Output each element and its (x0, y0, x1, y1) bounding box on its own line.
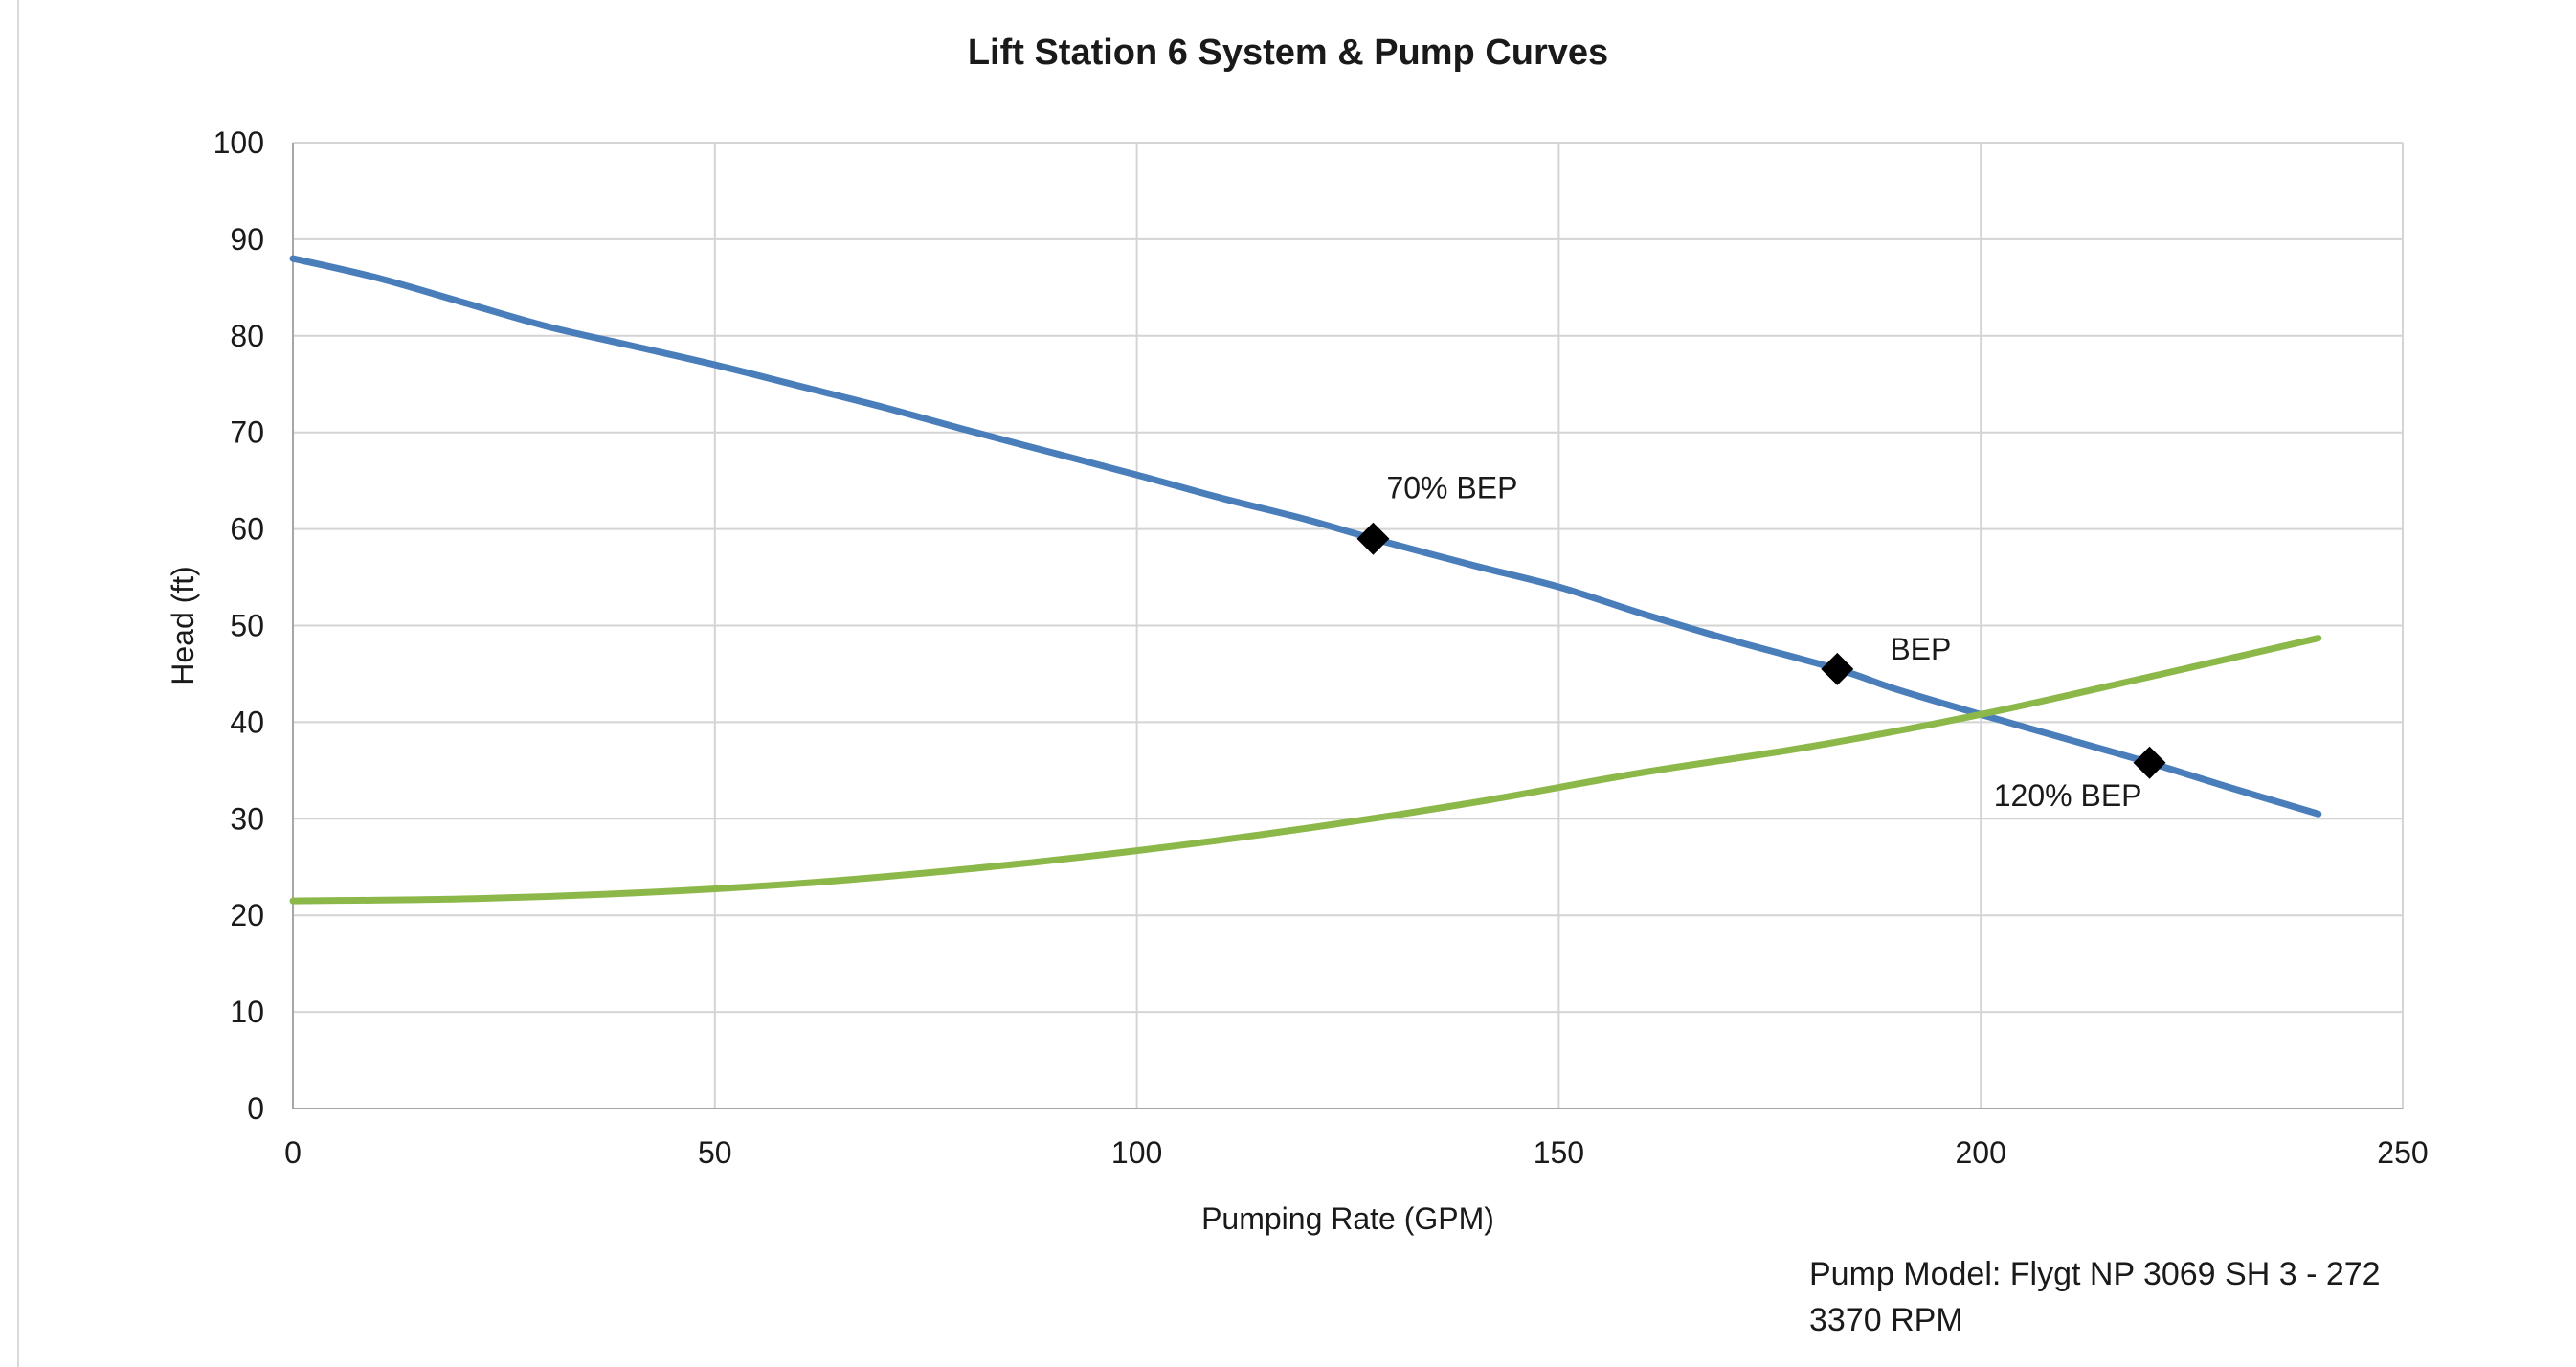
x-tick-label: 0 (284, 1135, 302, 1170)
bep-marker (2133, 746, 2166, 779)
series-lines (289, 255, 2322, 905)
bep-marker-label: BEP (1890, 632, 1951, 666)
pump-curve-line (289, 255, 2322, 818)
system-curve-line (289, 635, 2322, 905)
bep-marker (1356, 522, 1390, 555)
y-tick-label: 70 (230, 415, 264, 450)
y-tick-label: 50 (230, 609, 264, 643)
y-tick-label: 10 (230, 995, 264, 1029)
y-tick-label: 80 (230, 319, 264, 353)
x-tick-label: 100 (1111, 1135, 1162, 1170)
x-axis-title: Pumping Rate (GPM) (1201, 1201, 1494, 1236)
y-tick-label: 0 (247, 1091, 264, 1126)
bep-marker-label: 70% BEP (1386, 471, 1517, 505)
x-tick-label: 150 (1534, 1135, 1584, 1170)
y-tick-label: 60 (230, 512, 264, 547)
y-tick-label: 100 (213, 125, 264, 160)
page-border (17, 0, 19, 1367)
x-tick-label: 50 (698, 1135, 732, 1170)
bep-marker (1821, 652, 1854, 685)
grid-lines (293, 142, 2404, 1109)
y-tick-label: 40 (230, 705, 264, 739)
bep-marker-label: 120% BEP (1994, 778, 2142, 813)
x-tick-label: 250 (2377, 1135, 2428, 1170)
chart-title: Lift Station 6 System & Pump Curves (967, 33, 1609, 73)
axes (292, 143, 2403, 1109)
y-tick-label: 90 (230, 222, 264, 257)
y-axis-title: Head (ft) (166, 566, 200, 684)
pump-model-note: Pump Model: Flygt NP 3069 SH 3 - 272 (1809, 1256, 2381, 1292)
axis-labels: 0 10 20 30 40 50 60 70 80 90 100 0 50 100 150 200 250 Pum… (166, 125, 2429, 1236)
y-tick-label: 30 (230, 801, 264, 836)
y-tick-label: 20 (230, 898, 264, 932)
bep-markers: 70% BEP BEP 120% BEP (1356, 471, 2166, 813)
x-tick-label: 200 (1956, 1135, 2006, 1170)
pump-rpm-note: 3370 RPM (1809, 1302, 1963, 1338)
